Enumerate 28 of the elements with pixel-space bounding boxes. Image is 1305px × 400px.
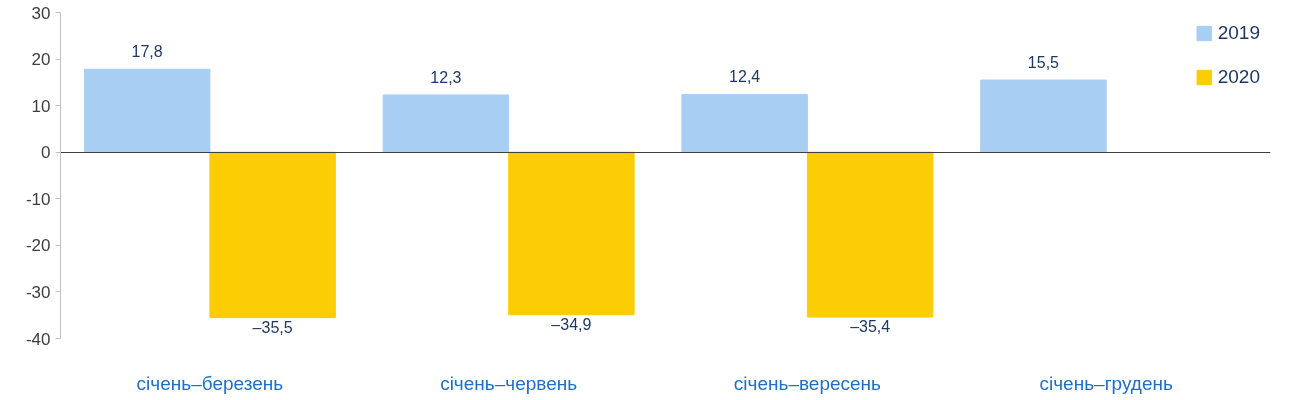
data-label: 17,8: [131, 43, 163, 61]
x-tick-label: січень–грудень: [1039, 372, 1173, 394]
bar: [209, 151, 336, 319]
data-label: –35,4: [850, 318, 891, 336]
y-tick-label: 10: [31, 96, 51, 116]
y-tick-label: 0: [41, 143, 51, 163]
y-tick-label: -30: [25, 282, 51, 302]
bar: [806, 151, 934, 318]
y-tick-label: 20: [31, 50, 51, 70]
y-tick-label: -40: [25, 329, 51, 349]
y-tick-label: -10: [25, 189, 51, 209]
bar: [681, 93, 808, 153]
y-tick-label: 30: [31, 3, 51, 23]
data-label: –34,9: [551, 315, 592, 333]
data-label: 15,5: [1027, 54, 1060, 72]
bar: [980, 79, 1107, 153]
bar: [508, 151, 635, 316]
x-tick-label: січень–вересень: [733, 372, 882, 394]
x-tick-label: січень–березень: [136, 372, 284, 394]
data-label: 12,4: [729, 68, 761, 86]
bar: [83, 68, 211, 153]
legend-label: 2019: [1217, 22, 1260, 44]
x-tick-label: січень–червень: [440, 372, 578, 394]
data-label: 12,3: [430, 68, 462, 86]
data-label: –35,5: [252, 318, 293, 336]
bar: [382, 94, 510, 153]
legend-label: 2020: [1217, 66, 1260, 88]
y-tick-label: -20: [25, 236, 51, 256]
